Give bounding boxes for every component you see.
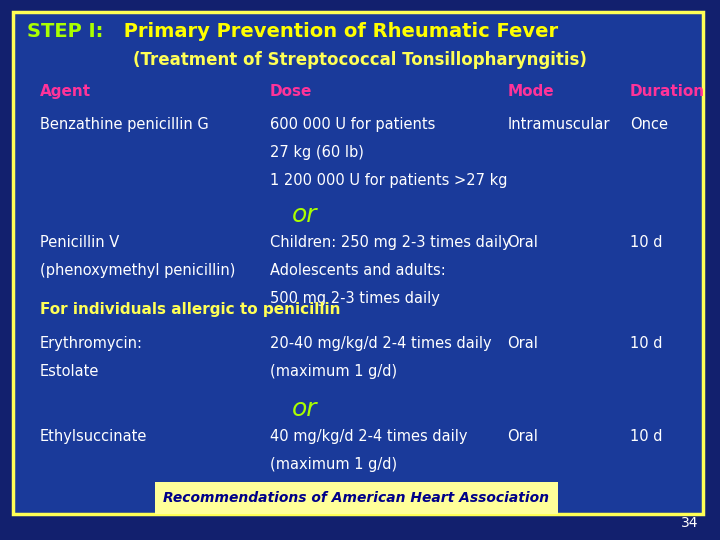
Text: (maximum 1 g/d): (maximum 1 g/d) bbox=[270, 457, 397, 472]
Text: Duration: Duration bbox=[630, 84, 705, 99]
Text: or: or bbox=[292, 397, 317, 421]
Text: Dose: Dose bbox=[270, 84, 312, 99]
Text: (phenoxymethyl penicillin): (phenoxymethyl penicillin) bbox=[40, 263, 235, 278]
Text: Erythromycin:: Erythromycin: bbox=[40, 336, 143, 351]
Text: Estolate: Estolate bbox=[40, 364, 99, 379]
Text: 10 d: 10 d bbox=[630, 235, 662, 250]
Text: (maximum 1 g/d): (maximum 1 g/d) bbox=[270, 364, 397, 379]
Text: Agent: Agent bbox=[40, 84, 91, 99]
Text: Benzathine penicillin G: Benzathine penicillin G bbox=[40, 117, 208, 132]
Text: 34: 34 bbox=[681, 516, 698, 530]
Text: Mode: Mode bbox=[508, 84, 554, 99]
Text: Children: 250 mg 2-3 times daily: Children: 250 mg 2-3 times daily bbox=[270, 235, 510, 250]
Text: 10 d: 10 d bbox=[630, 429, 662, 444]
Text: Penicillin V: Penicillin V bbox=[40, 235, 119, 250]
Text: 10 d: 10 d bbox=[630, 336, 662, 351]
Text: Primary Prevention of Rheumatic Fever: Primary Prevention of Rheumatic Fever bbox=[117, 22, 558, 40]
Text: Recommendations of American Heart Association: Recommendations of American Heart Associ… bbox=[163, 491, 549, 505]
Text: STEP I:: STEP I: bbox=[27, 22, 104, 40]
Text: (Treatment of Streptococcal Tonsillopharyngitis): (Treatment of Streptococcal Tonsillophar… bbox=[133, 51, 587, 69]
Text: 500 mg 2-3 times daily: 500 mg 2-3 times daily bbox=[270, 291, 440, 306]
FancyBboxPatch shape bbox=[13, 12, 703, 514]
Text: Oral: Oral bbox=[508, 235, 539, 250]
Text: 600 000 U for patients: 600 000 U for patients bbox=[270, 117, 436, 132]
Text: Ethylsuccinate: Ethylsuccinate bbox=[40, 429, 147, 444]
Text: Intramuscular: Intramuscular bbox=[508, 117, 610, 132]
Text: Oral: Oral bbox=[508, 336, 539, 351]
Text: Once: Once bbox=[630, 117, 668, 132]
Text: Oral: Oral bbox=[508, 429, 539, 444]
Text: or: or bbox=[292, 202, 317, 226]
Text: 1 200 000 U for patients >27 kg: 1 200 000 U for patients >27 kg bbox=[270, 173, 508, 188]
Text: Adolescents and adults:: Adolescents and adults: bbox=[270, 263, 446, 278]
FancyBboxPatch shape bbox=[155, 482, 558, 514]
Text: 27 kg (60 lb): 27 kg (60 lb) bbox=[270, 145, 364, 160]
Text: 40 mg/kg/d 2-4 times daily: 40 mg/kg/d 2-4 times daily bbox=[270, 429, 467, 444]
Text: For individuals allergic to penicillin: For individuals allergic to penicillin bbox=[40, 302, 340, 318]
Text: 20-40 mg/kg/d 2-4 times daily: 20-40 mg/kg/d 2-4 times daily bbox=[270, 336, 492, 351]
